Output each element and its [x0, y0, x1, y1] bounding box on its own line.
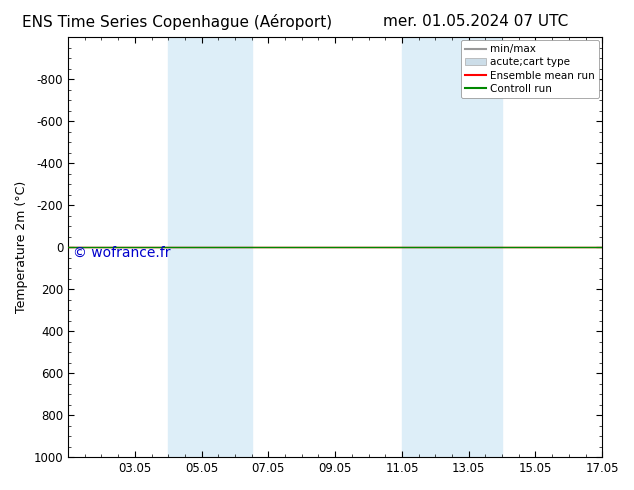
Bar [452, 37, 502, 457]
Legend: min/max, acute;cart type, Ensemble mean run, Controll run: min/max, acute;cart type, Ensemble mean … [461, 40, 599, 98]
Bar [168, 37, 209, 457]
Text: mer. 01.05.2024 07 UTC: mer. 01.05.2024 07 UTC [383, 14, 568, 29]
Y-axis label: Temperature 2m (°C): Temperature 2m (°C) [15, 181, 28, 313]
Bar [402, 37, 452, 457]
Text: © wofrance.fr: © wofrance.fr [74, 246, 171, 260]
Bar [209, 37, 252, 457]
Text: ENS Time Series Copenhague (Aéroport): ENS Time Series Copenhague (Aéroport) [22, 14, 333, 30]
